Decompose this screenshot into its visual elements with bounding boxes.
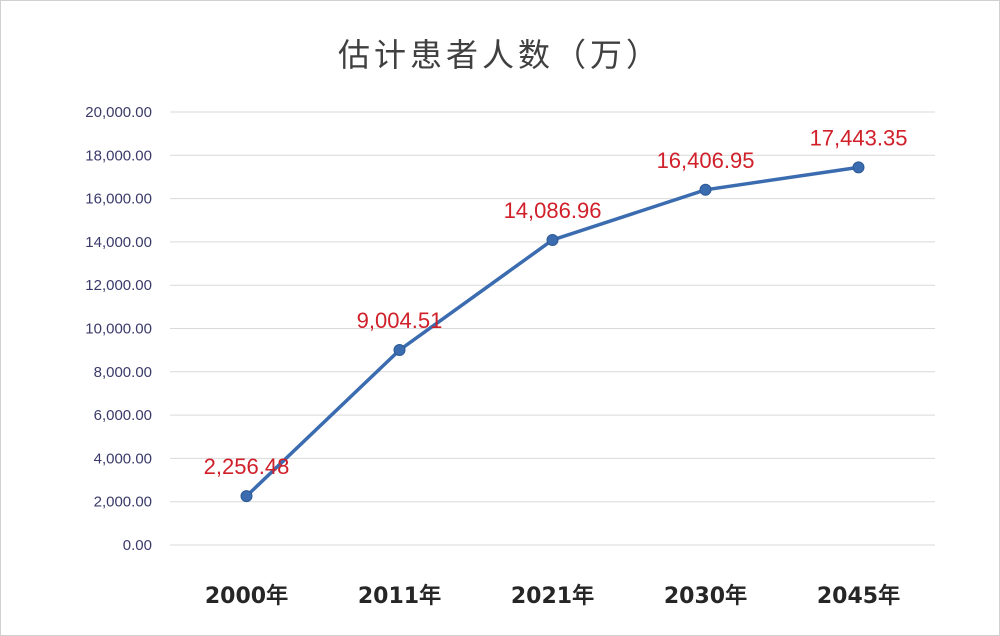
y-tick-label: 16,000.00: [85, 191, 152, 208]
data-label: 14,086.96: [504, 198, 602, 223]
y-tick-label: 10,000.00: [85, 321, 152, 338]
y-tick-label: 2,000.00: [94, 494, 152, 511]
data-point: [393, 344, 406, 357]
data-point: [240, 490, 253, 503]
x-tick-label: 2045年: [817, 583, 900, 609]
y-axis-ticks: 0.00 2,000.00 4,000.00 6,000.00 8,000.00 10,0…: [85, 104, 152, 554]
data-label: 9,004.51: [357, 308, 443, 333]
data-point: [546, 234, 559, 247]
data-labels: 2,256.48 9,004.51 14,086.96 16,406.95 17,443…: [204, 125, 908, 479]
data-point: [852, 161, 865, 174]
x-tick-label: 2000年: [205, 583, 288, 609]
y-tick-label: 18,000.00: [85, 147, 152, 164]
y-tick-label: 4,000.00: [94, 450, 152, 467]
data-point: [699, 183, 712, 196]
y-tick-label: 12,000.00: [85, 277, 152, 294]
x-tick-label: 2030年: [664, 583, 747, 609]
y-tick-label: 8,000.00: [94, 364, 152, 381]
data-label: 17,443.35: [810, 125, 908, 150]
y-tick-label: 14,000.00: [85, 234, 152, 251]
data-label: 16,406.95: [657, 148, 755, 173]
x-tick-label: 2021年: [511, 583, 594, 609]
x-tick-label: 2011年: [358, 583, 441, 609]
chart-title: 估计患者人数（万）: [337, 36, 662, 74]
data-markers: [240, 161, 865, 503]
gridlines: [170, 111, 935, 546]
y-tick-label: 0.00: [123, 537, 152, 554]
x-axis-ticks: 2000年 2011年 2021年 2030年 2045年: [205, 583, 900, 609]
y-tick-label: 20,000.00: [85, 104, 152, 121]
y-tick-label: 6,000.00: [94, 407, 152, 424]
data-label: 2,256.48: [204, 454, 290, 479]
